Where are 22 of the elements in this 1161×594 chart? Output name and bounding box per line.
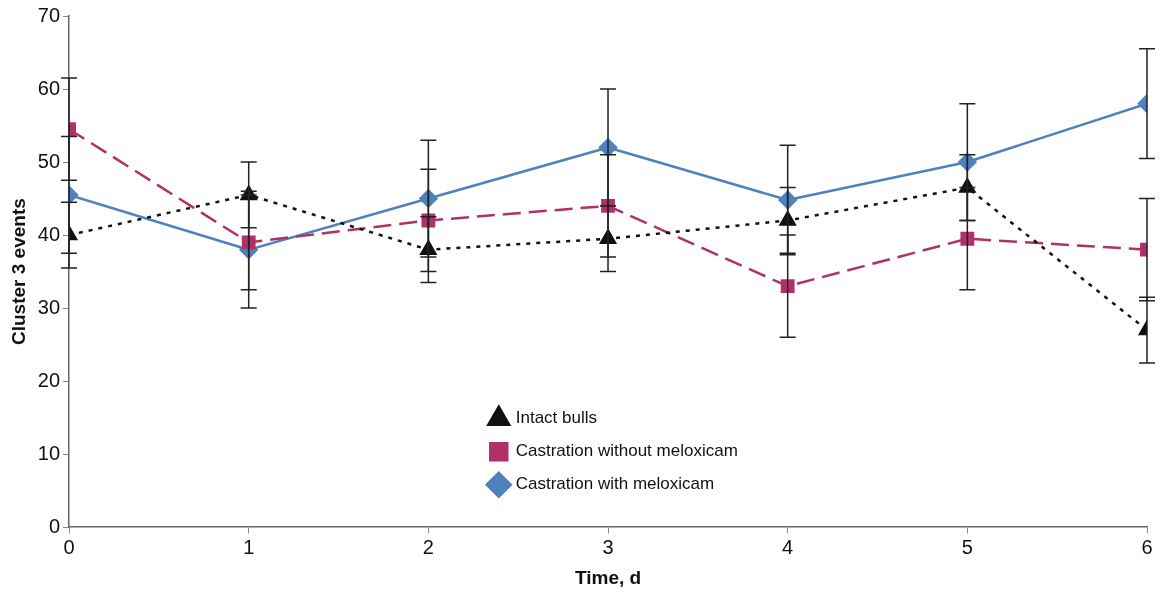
legend-label: Intact bulls bbox=[515, 408, 598, 428]
point bbox=[241, 235, 256, 250]
y-axis-title: Cluster 3 events bbox=[7, 198, 29, 345]
x-tick-label: 6 bbox=[1141, 535, 1153, 558]
y-tick-label: 20 bbox=[37, 368, 61, 391]
x-tick-label: 0 bbox=[63, 535, 75, 558]
x-tick-label: 5 bbox=[961, 535, 973, 558]
x-tick-label: 1 bbox=[243, 535, 255, 558]
x-tick-label: 4 bbox=[782, 535, 794, 558]
x-axis-title: Time, d bbox=[574, 566, 642, 588]
legend-label: Castration with meloxicam bbox=[515, 474, 715, 494]
y-tick-label: 30 bbox=[37, 295, 61, 318]
y-tick-label: 40 bbox=[37, 222, 61, 245]
y-tick-label: 10 bbox=[37, 441, 61, 464]
y-tick-label: 70 bbox=[37, 3, 61, 26]
y-tick-label: 60 bbox=[37, 76, 61, 99]
x-tick-label: 3 bbox=[602, 535, 614, 558]
y-tick-label: 0 bbox=[48, 514, 61, 537]
x-tick-label: 2 bbox=[422, 535, 434, 558]
point bbox=[780, 279, 795, 294]
legend-label: Castration without meloxicam bbox=[515, 441, 738, 461]
y-tick-label: 50 bbox=[37, 149, 61, 172]
